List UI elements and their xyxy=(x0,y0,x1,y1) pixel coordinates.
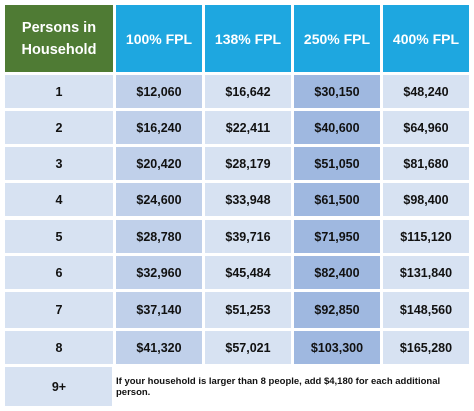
persons-cell: 5 xyxy=(5,220,113,253)
value-cell: $131,840 xyxy=(383,256,469,289)
value-cell: $45,484 xyxy=(205,256,291,289)
persons-cell: 7 xyxy=(5,292,113,328)
persons-cell: 6 xyxy=(5,256,113,289)
value-cell: $98,400 xyxy=(383,183,469,216)
value-cell: $22,411 xyxy=(205,111,291,144)
value-cell: $103,300 xyxy=(294,331,380,364)
persons-cell: 1 xyxy=(5,75,113,108)
value-cell: $82,400 xyxy=(294,256,380,289)
column-header-100: 100% FPL xyxy=(116,5,202,72)
persons-cell: 8 xyxy=(5,331,113,364)
persons-header-line2: Household xyxy=(21,41,97,58)
value-cell: $39,716 xyxy=(205,220,291,253)
column-header-250: 250% FPL xyxy=(294,5,380,72)
value-cell: $165,280 xyxy=(383,331,469,364)
value-cell: $48,240 xyxy=(383,75,469,108)
value-cell: $92,850 xyxy=(294,292,380,328)
persons-cell-9-plus: 9+ xyxy=(5,367,113,406)
value-cell: $81,680 xyxy=(383,147,469,180)
value-cell: $57,021 xyxy=(205,331,291,364)
value-cell: $12,060 xyxy=(116,75,202,108)
column-header-400: 400% FPL xyxy=(383,5,469,72)
value-cell: $148,560 xyxy=(383,292,469,328)
value-cell: $16,240 xyxy=(116,111,202,144)
value-cell: $64,960 xyxy=(383,111,469,144)
value-cell: $61,500 xyxy=(294,183,380,216)
value-cell: $33,948 xyxy=(205,183,291,216)
value-cell: $51,253 xyxy=(205,292,291,328)
value-cell: $71,950 xyxy=(294,220,380,253)
value-cell: $41,320 xyxy=(116,331,202,364)
persons-cell: 2 xyxy=(5,111,113,144)
persons-cell: 3 xyxy=(5,147,113,180)
value-cell: $40,600 xyxy=(294,111,380,144)
value-cell: $28,780 xyxy=(116,220,202,253)
value-cell: $30,150 xyxy=(294,75,380,108)
persons-cell: 4 xyxy=(5,183,113,216)
value-cell: $20,420 xyxy=(116,147,202,180)
value-cell: $37,140 xyxy=(116,292,202,328)
persons-header-line1: Persons in xyxy=(21,19,97,36)
additional-person-note: If your household is larger than 8 peopl… xyxy=(112,367,469,406)
value-cell: $51,050 xyxy=(294,147,380,180)
value-cell: $24,600 xyxy=(116,183,202,216)
value-cell: $16,642 xyxy=(205,75,291,108)
value-cell: $28,179 xyxy=(205,147,291,180)
value-cell: $115,120 xyxy=(383,220,469,253)
persons-header: Persons in Household xyxy=(5,5,113,72)
value-cell: $32,960 xyxy=(116,256,202,289)
column-header-138: 138% FPL xyxy=(205,5,291,72)
